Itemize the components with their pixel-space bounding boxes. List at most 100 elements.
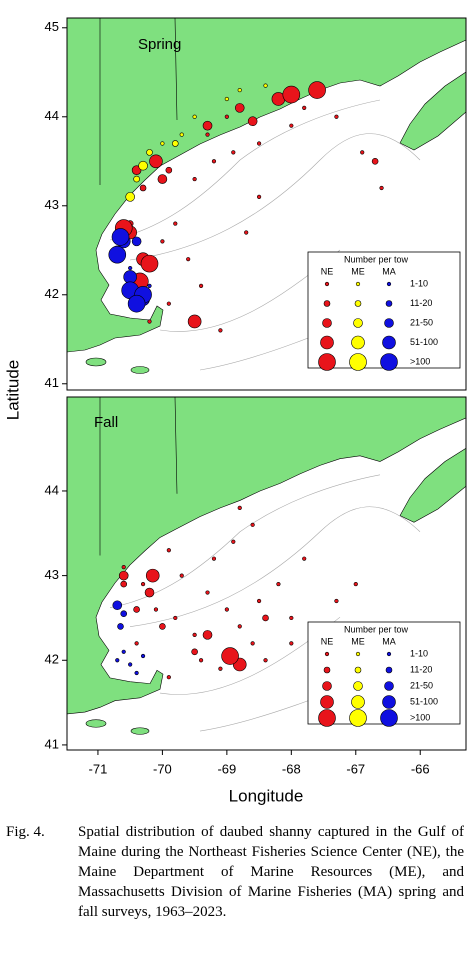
catch-point (166, 548, 171, 553)
catch-point (187, 314, 202, 329)
x-axis-label: Longitude (229, 786, 304, 805)
x-tick-label: -69 (217, 761, 236, 776)
legend-row: 51-100 (410, 696, 438, 706)
catch-point (160, 141, 165, 146)
catch-point (108, 245, 127, 264)
legend-symbol (323, 300, 331, 307)
legend-row: 11-20 (410, 298, 432, 308)
legend-column: NE (321, 266, 334, 276)
catch-point (173, 221, 178, 226)
catch-point (121, 565, 126, 570)
catch-point (276, 581, 281, 587)
catch-point (192, 114, 197, 119)
legend-box (307, 251, 461, 369)
legend-symbol (318, 353, 336, 371)
legend-symbol (380, 353, 398, 371)
catch-point (353, 581, 358, 587)
catch-point (237, 87, 242, 93)
legend-symbol (322, 318, 332, 328)
legend-column: MA (382, 266, 396, 276)
catch-point (262, 614, 269, 622)
catch-point (138, 160, 148, 171)
caption-label: Fig. 4. (6, 824, 45, 840)
catch-point (234, 103, 245, 113)
catch-point (127, 294, 146, 313)
catch-point (308, 81, 326, 99)
catch-point (211, 159, 217, 164)
catch-point (149, 154, 163, 169)
catch-point (289, 123, 294, 128)
catch-point (360, 150, 365, 155)
y-tick-label: 44 (45, 482, 59, 497)
catch-point (211, 556, 217, 561)
catch-point (147, 283, 152, 288)
catch-point (128, 265, 133, 271)
catch-point (237, 624, 242, 629)
catch-point (118, 570, 129, 581)
legend-row: 1-10 (410, 278, 428, 288)
catch-point (133, 606, 140, 613)
catch-point (231, 150, 236, 155)
catch-point (166, 301, 171, 306)
catch-point (302, 556, 307, 561)
catch-point (224, 114, 229, 119)
catch-point (186, 257, 191, 262)
catch-point (165, 166, 173, 174)
legend-symbol (349, 709, 367, 727)
legend-symbol (322, 681, 332, 691)
panel-title: Spring (138, 36, 181, 53)
catch-point (121, 649, 126, 654)
legend-symbol (324, 651, 330, 657)
legend-symbol (380, 709, 398, 727)
y-tick-label: 42 (45, 652, 59, 667)
legend-row: 21-50 (410, 317, 433, 327)
legend-row: >100 (410, 356, 430, 366)
catch-point (173, 615, 178, 621)
catch-point (159, 623, 166, 630)
legend-symbol (386, 281, 392, 287)
legend-symbol (382, 335, 396, 350)
x-tick-label: -66 (411, 761, 430, 776)
catch-point (224, 607, 229, 612)
catch-point (334, 114, 339, 119)
map-panel (108, 81, 384, 333)
legend-symbol (385, 300, 393, 307)
catch-point (247, 116, 258, 127)
catch-point (134, 641, 139, 646)
catch-point (120, 610, 128, 618)
catch-point (171, 140, 179, 147)
catch-point (160, 239, 165, 244)
catch-point (282, 85, 301, 104)
legend-symbol (324, 281, 330, 287)
legend-symbol (384, 318, 394, 328)
catch-point (237, 505, 242, 510)
catch-point (205, 132, 210, 137)
legend-symbol (354, 666, 362, 674)
catch-point (231, 539, 236, 544)
catch-point (146, 149, 153, 156)
y-tick-label: 41 (45, 736, 59, 751)
catch-point (263, 658, 268, 663)
catch-point (334, 598, 339, 604)
catch-point (202, 630, 213, 640)
y-tick-label: 41 (45, 375, 59, 390)
legend-symbol (318, 709, 336, 727)
caption: Fig. 4. Spatial distribution of daubed s… (6, 822, 464, 922)
catch-point (179, 132, 184, 137)
catch-point (140, 653, 146, 659)
catch-point (371, 157, 379, 165)
legend-row: 51-100 (410, 337, 438, 347)
legend-symbol (353, 318, 363, 328)
catch-point (153, 607, 159, 612)
x-tick-label: -70 (153, 761, 172, 776)
panel-frame (66, 396, 467, 751)
catch-point (379, 185, 384, 191)
legend-symbol (320, 335, 334, 350)
x-tick-label: -67 (346, 761, 365, 776)
catch-point (133, 175, 140, 183)
catch-point (221, 647, 239, 665)
catch-point (256, 194, 262, 199)
legend-symbol (384, 681, 394, 691)
catch-point (115, 658, 120, 663)
catch-point (120, 580, 128, 588)
